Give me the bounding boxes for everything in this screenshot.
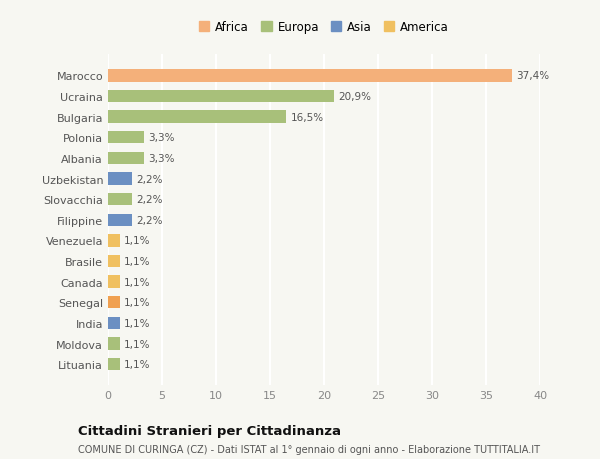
Text: 2,2%: 2,2% [136,195,163,205]
Bar [108,235,120,247]
Text: 1,1%: 1,1% [124,277,151,287]
Bar [108,173,132,185]
Bar [108,70,512,83]
Bar [108,132,143,144]
Bar [108,276,120,288]
Bar [108,111,286,123]
Legend: Africa, Europa, Asia, America: Africa, Europa, Asia, America [199,21,449,34]
Text: 2,2%: 2,2% [136,174,163,184]
Text: 1,1%: 1,1% [124,339,151,349]
Text: 1,1%: 1,1% [124,236,151,246]
Text: Cittadini Stranieri per Cittadinanza: Cittadini Stranieri per Cittadinanza [78,424,341,437]
Bar [108,152,143,165]
Text: 3,3%: 3,3% [148,154,175,163]
Bar [108,255,120,268]
Bar [108,358,120,370]
Text: 1,1%: 1,1% [124,359,151,369]
Text: 1,1%: 1,1% [124,297,151,308]
Bar [108,91,334,103]
Bar [108,214,132,226]
Text: 16,5%: 16,5% [290,112,323,123]
Text: 1,1%: 1,1% [124,257,151,267]
Bar [108,297,120,309]
Bar [108,194,132,206]
Bar [108,317,120,330]
Text: 37,4%: 37,4% [516,71,550,81]
Text: 20,9%: 20,9% [338,92,371,102]
Bar [108,338,120,350]
Text: 1,1%: 1,1% [124,318,151,328]
Text: 3,3%: 3,3% [148,133,175,143]
Text: COMUNE DI CURINGA (CZ) - Dati ISTAT al 1° gennaio di ogni anno - Elaborazione TU: COMUNE DI CURINGA (CZ) - Dati ISTAT al 1… [78,444,540,454]
Text: 2,2%: 2,2% [136,215,163,225]
